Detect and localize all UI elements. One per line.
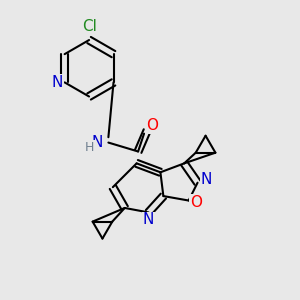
Text: N: N xyxy=(201,172,212,187)
Text: O: O xyxy=(146,118,158,133)
Text: H: H xyxy=(85,140,94,154)
Text: N: N xyxy=(92,135,103,150)
Text: N: N xyxy=(52,75,63,90)
Text: Cl: Cl xyxy=(82,19,97,34)
Text: O: O xyxy=(190,194,202,209)
Text: N: N xyxy=(143,212,154,227)
